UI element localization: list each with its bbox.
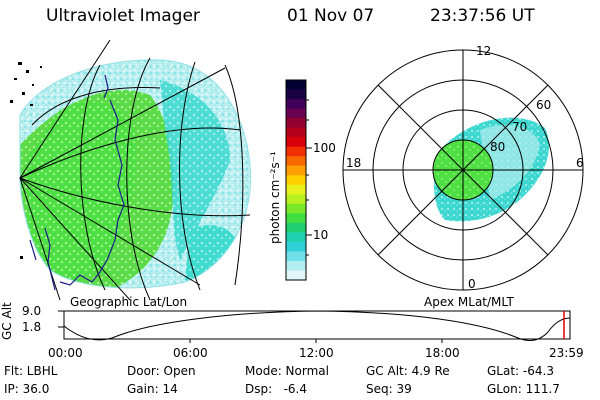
- app-title: Ultraviolet Imager: [46, 6, 200, 26]
- colorbar-cell: [286, 137, 306, 148]
- colorbar-cell: [286, 260, 306, 272]
- geo-panel-label: Geographic Lat/Lon: [70, 295, 188, 309]
- polar-panel-label: Apex MLat/MLT: [424, 295, 514, 309]
- colorbar-cell: [286, 175, 306, 186]
- geographic-map: [10, 39, 252, 301]
- polar-map: [342, 49, 584, 291]
- mlt-label-18: 18: [346, 156, 362, 170]
- colorbar-cell: [286, 80, 306, 91]
- time-readout: 23:37:56 UT: [430, 6, 535, 26]
- colorbar-cell: [286, 222, 306, 233]
- door-readout: Door: Open: [127, 364, 196, 378]
- colorbar-cell: [286, 146, 306, 157]
- glon-readout: GLon: 111.7: [487, 382, 560, 396]
- colorbar-cell: [286, 156, 306, 167]
- mlt-label-6: 6: [576, 156, 584, 170]
- colorbar-cell: [286, 270, 306, 281]
- gc-alt-readout: GC Alt: 4.9 Re: [366, 364, 450, 378]
- colorbar-cell: [286, 118, 306, 129]
- mode-readout: Mode: Normal: [245, 364, 329, 378]
- altitude-curve: [63, 310, 571, 341]
- timeline-ylabel: GC Alt: [0, 302, 14, 340]
- colorbar-cell: [286, 194, 306, 205]
- colorbar-cell: [286, 203, 306, 214]
- colorbar-cell: [286, 184, 306, 195]
- timeline-frame: [63, 310, 571, 340]
- mlat-label-70: 70: [512, 120, 528, 134]
- mlt-label-12: 12: [476, 44, 492, 58]
- seq-readout: Seq: 39: [366, 382, 412, 396]
- gain-readout: Gain: 14: [127, 382, 178, 396]
- colorbar-cell: [286, 99, 306, 110]
- mlt-label-0: 0: [468, 277, 476, 291]
- mlat-label-80: 80: [490, 140, 506, 154]
- colorbar-cell: [286, 89, 306, 100]
- glat-readout: GLat: -64.3: [487, 364, 554, 378]
- colorbar-cell: [286, 127, 306, 138]
- colorbar-frame: [285, 79, 307, 281]
- colorbar-cell: [286, 108, 306, 119]
- orbit-timeline: [58, 310, 571, 343]
- timeline-tick-0600: 06:00: [173, 346, 208, 360]
- colorbar: [285, 79, 312, 281]
- colorbar-cell: [286, 213, 306, 224]
- filter-readout: Flt: LBHL: [4, 364, 58, 378]
- date-readout: 01 Nov 07: [287, 6, 375, 26]
- timeline-tick-2359: 23:59: [549, 346, 584, 360]
- timeline-tick-0000: 00:00: [48, 346, 83, 360]
- colorbar-cell: [286, 251, 306, 262]
- timeline-y-top: 9.0: [22, 304, 42, 318]
- colorbar-unit-label: photon cm⁻²s⁻¹: [268, 151, 282, 244]
- colorbar-cell: [286, 241, 306, 253]
- dsp-readout: Dsp: -6.4: [245, 382, 308, 396]
- ip-readout: IP: 36.0: [4, 382, 50, 396]
- colorbar-tick-10: 10: [313, 228, 329, 242]
- timeline-tick-1800: 18:00: [425, 346, 460, 360]
- timeline-tick-1200: 12:00: [299, 346, 334, 360]
- colorbar-cell: [286, 165, 306, 176]
- colorbar-tick-100: 100: [313, 141, 336, 155]
- timeline-y-bottom: 1.8: [22, 320, 42, 334]
- mlat-label-60: 60: [536, 98, 552, 112]
- colorbar-cell: [286, 232, 306, 243]
